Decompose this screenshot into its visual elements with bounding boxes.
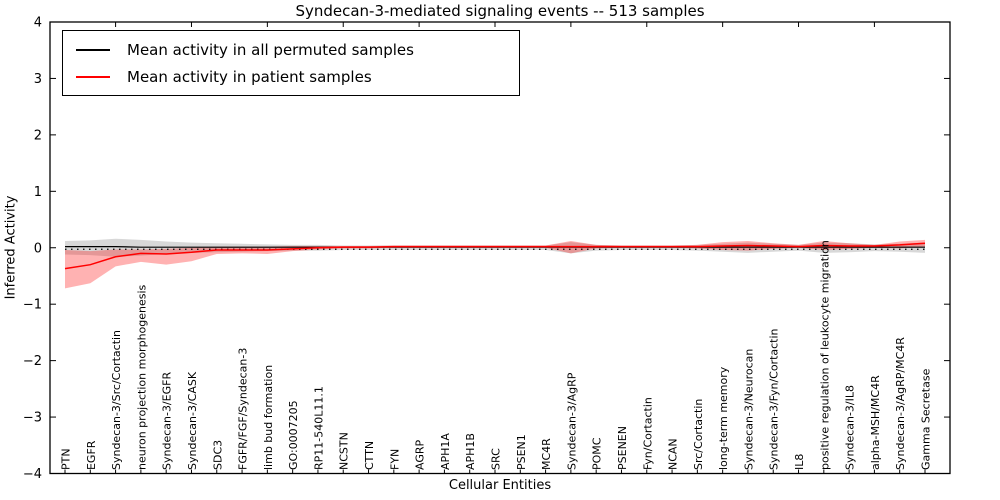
y-tick-label: 0 — [34, 241, 42, 256]
category-label: Fyn/Cortactin — [641, 397, 654, 470]
category-label: APH1A — [439, 433, 452, 470]
category-label: GO:0007205 — [287, 400, 300, 470]
y-tick-label: 3 — [34, 72, 42, 87]
category-label: Syndecan-3/IL8 — [844, 385, 857, 470]
y-tick-label: 4 — [34, 16, 42, 31]
legend-item-patient: Mean activity in patient samples — [63, 63, 519, 90]
y-tick-label: −1 — [23, 298, 42, 313]
legend-label: Mean activity in all permuted samples — [127, 40, 414, 59]
x-axis-title: Cellular Entities — [448, 478, 552, 493]
category-label: Syndecan-3/AgRP — [565, 372, 578, 470]
category-label: AGRP — [414, 440, 427, 470]
patient-mean-line — [64, 242, 926, 270]
category-label: SDC3 — [211, 440, 224, 470]
category-label: EGFR — [85, 440, 98, 470]
category-label: long-term memory — [717, 366, 730, 470]
axes-frame — [49, 21, 951, 475]
category-label: IL8 — [793, 454, 806, 470]
y-tick-label: −2 — [23, 354, 42, 369]
category-label: FYN — [388, 449, 401, 470]
legend-item-permuted: Mean activity in all permuted samples — [63, 36, 519, 63]
category-label: NCSTN — [338, 432, 351, 470]
category-label: Syndecan-3/Src/Cortactin — [110, 330, 123, 470]
chart-title: Syndecan-3-mediated signaling events -- … — [295, 2, 705, 20]
category-label: Syndecan-3/Neurocan — [742, 349, 755, 470]
legend-line-black — [76, 48, 110, 51]
category-label: SRC — [490, 448, 503, 470]
y-axis-title: Inferred Activity — [3, 195, 19, 300]
category-label: APH1B — [464, 433, 477, 470]
category-label: MC4R — [540, 438, 553, 470]
y-tick-label: −3 — [23, 411, 42, 426]
y-tick-label: 2 — [34, 128, 42, 143]
legend-line-red — [76, 75, 110, 78]
category-label: limb bud formation — [262, 365, 275, 470]
category-label: Src/Cortactin — [692, 399, 705, 470]
category-label: PSEN1 — [515, 434, 528, 470]
legend: Mean activity in all permuted samples Me… — [62, 30, 520, 96]
category-label: neuron projection morphogenesis — [135, 284, 148, 470]
patient-band — [65, 239, 925, 289]
category-label: Syndecan-3/AgRP/MC4R — [894, 337, 907, 470]
category-label: Gamma Secretase — [920, 368, 933, 470]
category-label: FGFR/FGF/Syndecan-3 — [237, 348, 250, 470]
category-label: PTN — [60, 448, 73, 470]
category-label: Syndecan-3/Fyn/Cortactin — [768, 328, 781, 470]
y-tick-label: −4 — [23, 467, 42, 482]
category-label: Syndecan-3/CASK — [186, 371, 199, 470]
category-label: NCAN — [667, 438, 680, 470]
category-label: positive regulation of leukocyte migrati… — [818, 240, 831, 470]
category-label: Syndecan-3/EGFR — [161, 372, 174, 470]
category-label: PSENEN — [616, 426, 629, 470]
category-label: CTTN — [363, 441, 376, 470]
category-label: alpha-MSH/MC4R — [869, 375, 882, 470]
y-tick-label: 1 — [34, 185, 42, 200]
category-label: RP11-540L11.1 — [312, 386, 325, 470]
category-label: POMC — [591, 437, 604, 470]
legend-label: Mean activity in patient samples — [127, 67, 372, 86]
